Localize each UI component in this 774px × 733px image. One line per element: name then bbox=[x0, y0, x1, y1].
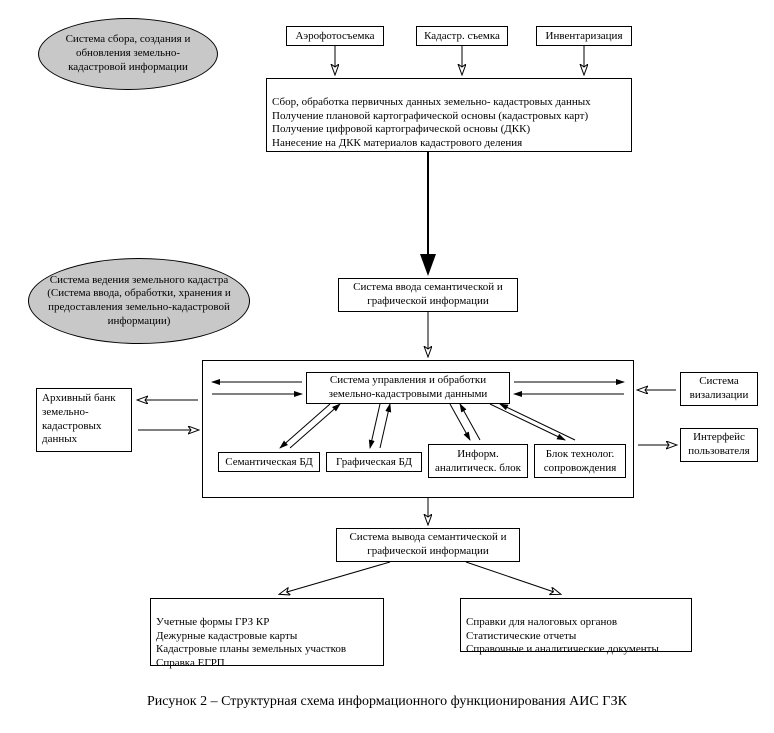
figure-caption: Рисунок 2 – Структурная схема информацио… bbox=[0, 694, 774, 710]
ellipse-label: Система сбора, создания и обновления зем… bbox=[53, 33, 203, 74]
box-label: Аэрофотосъемка bbox=[295, 30, 374, 42]
ellipse-label: Система ведения земельного кадастра (Сис… bbox=[43, 274, 235, 329]
box-output-right: Справки для налоговых органов Статистиче… bbox=[460, 598, 692, 652]
box-label: Блок технолог. сопровождения bbox=[544, 448, 617, 474]
box-visualization: Система визализации bbox=[680, 372, 758, 406]
caption-text: Рисунок 2 – Структурная схема информацио… bbox=[147, 694, 627, 709]
box-label: Интерфейс пользователя bbox=[686, 431, 752, 459]
box-label: Кадастр. съемка bbox=[424, 30, 500, 42]
box-label: Графическая БД bbox=[336, 456, 412, 468]
box-label: Учетные формы ГРЗ КР Дежурные кадастровы… bbox=[156, 616, 346, 669]
box-input-system: Система ввода семантической и графическо… bbox=[338, 278, 518, 312]
box-label: Информ. аналитическ. блок bbox=[435, 448, 521, 474]
box-label: Архивный банк земельно-кадастровых данны… bbox=[42, 392, 116, 445]
box-graphic-db: Графическая БД bbox=[326, 452, 422, 472]
box-output-left: Учетные формы ГРЗ КР Дежурные кадастровы… bbox=[150, 598, 384, 666]
box-label: Система ввода семантической и графическо… bbox=[344, 281, 512, 309]
ellipse-system-collection: Система сбора, создания и обновления зем… bbox=[38, 18, 218, 90]
box-cadastre-survey: Кадастр. съемка bbox=[416, 26, 508, 46]
box-archive: Архивный банк земельно-кадастровых данны… bbox=[36, 388, 132, 452]
box-label: Семантическая БД bbox=[225, 456, 313, 468]
box-label: Система визализации bbox=[686, 375, 752, 403]
box-analytic: Информ. аналитическ. блок bbox=[428, 444, 528, 478]
box-output-system: Система вывода семантической и графическ… bbox=[336, 528, 520, 562]
box-management: Система управления и обработки земельно-… bbox=[306, 372, 510, 404]
box-label: Система управления и обработки земельно-… bbox=[312, 374, 504, 402]
box-processing: Сбор, обработка первичных данных земельн… bbox=[266, 78, 632, 152]
box-tech-support: Блок технолог. сопровождения bbox=[534, 444, 626, 478]
ellipse-system-cadastre: Система ведения земельного кадастра (Сис… bbox=[28, 258, 250, 344]
box-inventory: Инвентаризация bbox=[536, 26, 632, 46]
box-label: Сбор, обработка первичных данных земельн… bbox=[272, 96, 591, 149]
box-semantic-db: Семантическая БД bbox=[218, 452, 320, 472]
box-label: Инвентаризация bbox=[546, 30, 623, 42]
box-ui: Интерфейс пользователя bbox=[680, 428, 758, 462]
box-label: Система вывода семантической и графическ… bbox=[342, 531, 514, 559]
box-label: Справки для налоговых органов Статистиче… bbox=[466, 616, 659, 656]
box-aerial-photo: Аэрофотосъемка bbox=[286, 26, 384, 46]
